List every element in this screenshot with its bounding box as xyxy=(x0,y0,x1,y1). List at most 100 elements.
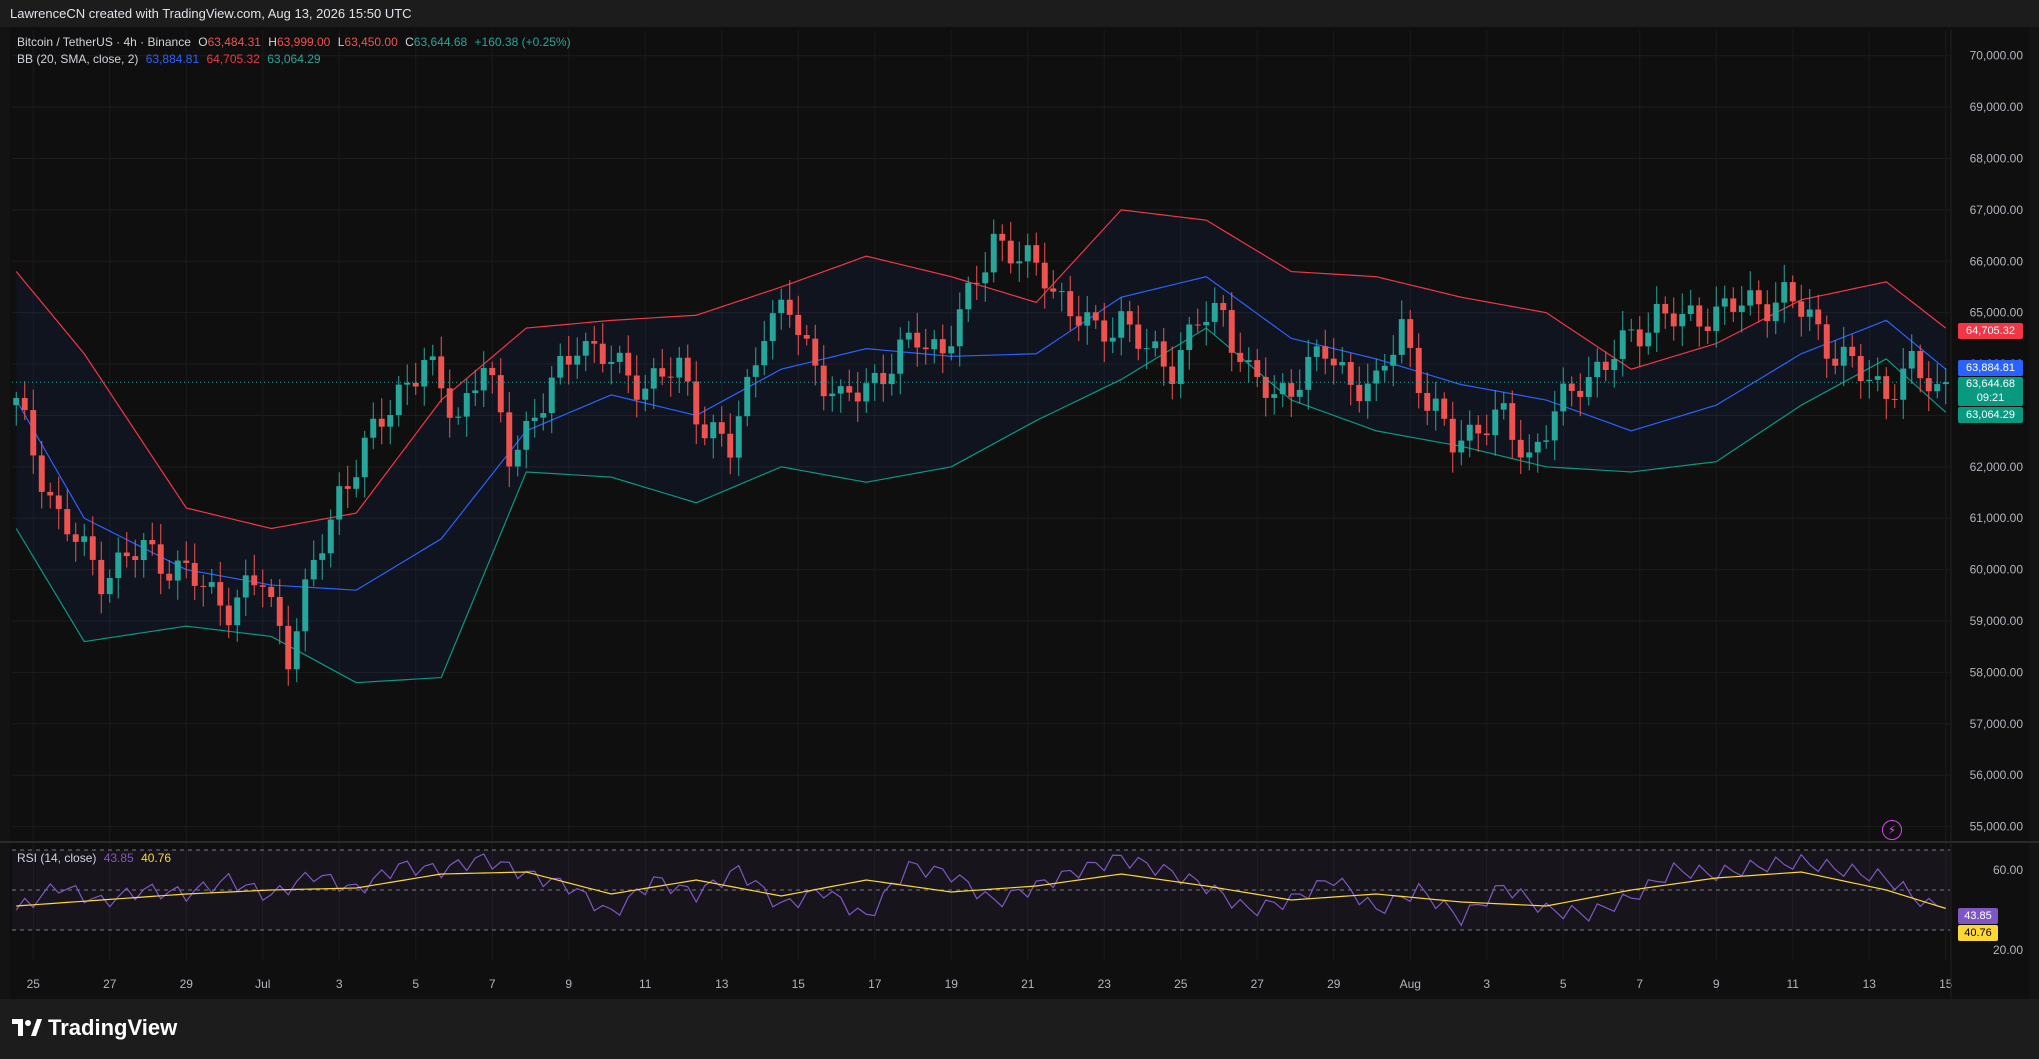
candle-body xyxy=(412,382,419,387)
candle-body xyxy=(1628,329,1635,331)
candle-body xyxy=(625,352,632,376)
x-tick-label: 25 xyxy=(27,977,41,991)
candlestick-chart[interactable]: 70,000.00 69,000.00 68,000.00 67,000.00 66,0… xyxy=(0,0,2039,999)
candle-body xyxy=(361,437,368,478)
candle-body xyxy=(1050,288,1057,292)
candle-body xyxy=(89,536,96,560)
candle-body xyxy=(616,352,623,362)
candle-body xyxy=(982,272,989,284)
candle-body xyxy=(1679,313,1686,327)
high-value: 63,999.00 xyxy=(276,35,331,49)
candle-body xyxy=(242,575,249,598)
open-value: 63,484.31 xyxy=(207,35,261,49)
close-price-value: 63,644.68 xyxy=(1966,378,2015,390)
candle-body xyxy=(1288,383,1295,397)
rsi-value: 43.85 xyxy=(103,851,134,865)
rsi-pane: 60.00 20.00 xyxy=(0,841,2039,957)
candle-body xyxy=(735,416,742,458)
bar-countdown: 09:21 xyxy=(1976,392,2005,404)
candle-body xyxy=(1109,337,1116,342)
candle-body xyxy=(438,356,445,389)
rsi-ma-badge: 40.76 xyxy=(1958,925,1998,941)
rsi-tick-label: 60.00 xyxy=(1993,863,2023,877)
x-tick-label: 5 xyxy=(1560,977,1567,991)
candle-body xyxy=(1313,346,1320,357)
candle-body xyxy=(208,582,215,587)
candle-body xyxy=(1305,356,1312,390)
candle-body xyxy=(608,361,615,364)
candle-body xyxy=(183,560,190,563)
candle-body xyxy=(676,357,683,378)
x-tick-label: 17 xyxy=(868,977,882,991)
bb-upper-value: 64,705.32 xyxy=(206,52,260,66)
candle-body xyxy=(489,367,496,376)
candle-body xyxy=(1441,398,1448,419)
y-tick-label: 55,000.00 xyxy=(1970,820,2024,834)
bb-title: BB (20, SMA, close, 2) xyxy=(17,52,139,66)
candle-body xyxy=(1517,439,1524,458)
rsi-legend[interactable]: RSI (14, close) 43.85 40.76 xyxy=(17,851,175,865)
candle-body xyxy=(1874,376,1881,380)
y-tick-label: 59,000.00 xyxy=(1970,614,2024,628)
candle-body xyxy=(1568,383,1575,391)
candle-body xyxy=(1772,302,1779,322)
candle-body xyxy=(829,393,836,397)
x-tick-label: 29 xyxy=(1327,977,1341,991)
candle-body xyxy=(268,586,275,598)
candle-body xyxy=(1543,440,1550,442)
y-tick-label: 62,000.00 xyxy=(1970,460,2024,474)
rsi-badge-value: 43.85 xyxy=(1964,910,1992,922)
x-tick-label: 27 xyxy=(103,977,117,991)
candle-body xyxy=(1577,390,1584,397)
candle-body xyxy=(293,631,300,670)
candle-body xyxy=(1619,330,1626,359)
candle-body xyxy=(378,418,385,427)
candle-body xyxy=(123,552,130,557)
candle-body xyxy=(854,392,861,402)
candle-body xyxy=(353,477,360,489)
candle-body xyxy=(1594,361,1601,378)
candle-body xyxy=(820,365,827,397)
candle-body xyxy=(225,605,232,626)
y-tick-label: 58,000.00 xyxy=(1970,665,2024,679)
candle-body xyxy=(1925,378,1932,392)
candle-body xyxy=(1823,324,1830,359)
x-tick-label: 13 xyxy=(1863,977,1877,991)
bb-legend[interactable]: BB (20, SMA, close, 2) 63,884.81 64,705.… xyxy=(17,52,325,66)
candle-body xyxy=(1849,346,1856,357)
candle-body xyxy=(1500,403,1507,410)
rsi-ma-line xyxy=(16,871,1946,910)
grid-lines xyxy=(12,30,1950,960)
x-tick-label: 9 xyxy=(565,977,572,991)
candle-body xyxy=(1271,394,1278,398)
basis-badge: 63,884.81 xyxy=(1958,360,2023,376)
tradingview-logo[interactable]: TradingView xyxy=(12,1015,177,1041)
upper-band-badge-value: 64,705.32 xyxy=(1966,325,2015,337)
lightning-icon[interactable]: ⚡ xyxy=(1882,820,1902,840)
candle-body xyxy=(259,585,266,587)
x-tick-label: 11 xyxy=(1787,977,1800,991)
candle-body xyxy=(1509,403,1516,440)
candle-body xyxy=(21,397,28,411)
candle-body xyxy=(472,390,479,394)
candle-body xyxy=(795,314,802,336)
candle-body xyxy=(191,562,198,586)
candle-body xyxy=(718,422,725,434)
candle-body xyxy=(395,384,402,416)
candle-body xyxy=(1220,302,1227,311)
x-tick-label: 15 xyxy=(792,977,806,991)
candle-body xyxy=(684,357,691,382)
symbol-legend[interactable]: Bitcoin / TetherUS · 4h · Binance O63,48… xyxy=(17,35,575,49)
x-tick-label: Jul xyxy=(255,977,270,991)
candle-body xyxy=(633,375,640,400)
candle-body xyxy=(1415,347,1422,393)
y-tick-label: 65,000.00 xyxy=(1970,306,2024,320)
candle-body xyxy=(404,382,411,385)
candle-body xyxy=(336,486,343,520)
candle-body xyxy=(761,341,768,366)
candle-body xyxy=(1908,350,1915,369)
candle-body xyxy=(837,386,844,394)
candle-body xyxy=(174,560,181,581)
candle-body xyxy=(1245,360,1252,363)
candle-body xyxy=(1432,398,1439,411)
